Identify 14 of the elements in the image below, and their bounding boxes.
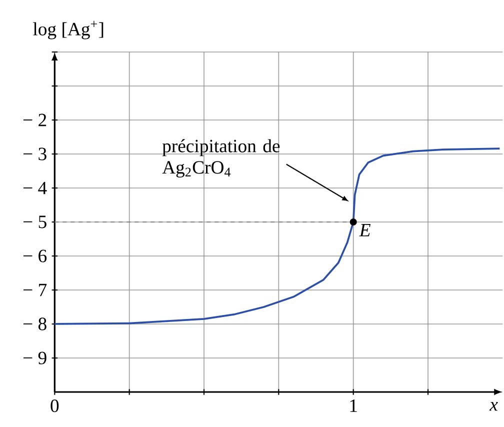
y-tick-label: − 8 bbox=[24, 318, 46, 330]
x-tick-label: 0 bbox=[50, 400, 59, 412]
x-axis-title: x bbox=[489, 402, 498, 411]
y-tick-label: − 4 bbox=[24, 182, 47, 194]
y-tick-label: − 5 bbox=[24, 216, 46, 228]
y-tick-label: − 7 bbox=[24, 284, 47, 296]
annotation: précipitation de Ag$_{2}$CrO$_{4}$ bbox=[162, 139, 280, 178]
y-tick-label: − 2 bbox=[24, 114, 46, 126]
y-axis-title: log [Ag$^{+}$] bbox=[33, 21, 104, 40]
annotation: E bbox=[359, 224, 370, 236]
x-tick-label: 1 bbox=[350, 400, 357, 412]
y-tick-label: − 6 bbox=[24, 250, 47, 262]
y-tick-label: − 3 bbox=[24, 148, 46, 160]
y-tick-label: − 9 bbox=[24, 352, 46, 364]
